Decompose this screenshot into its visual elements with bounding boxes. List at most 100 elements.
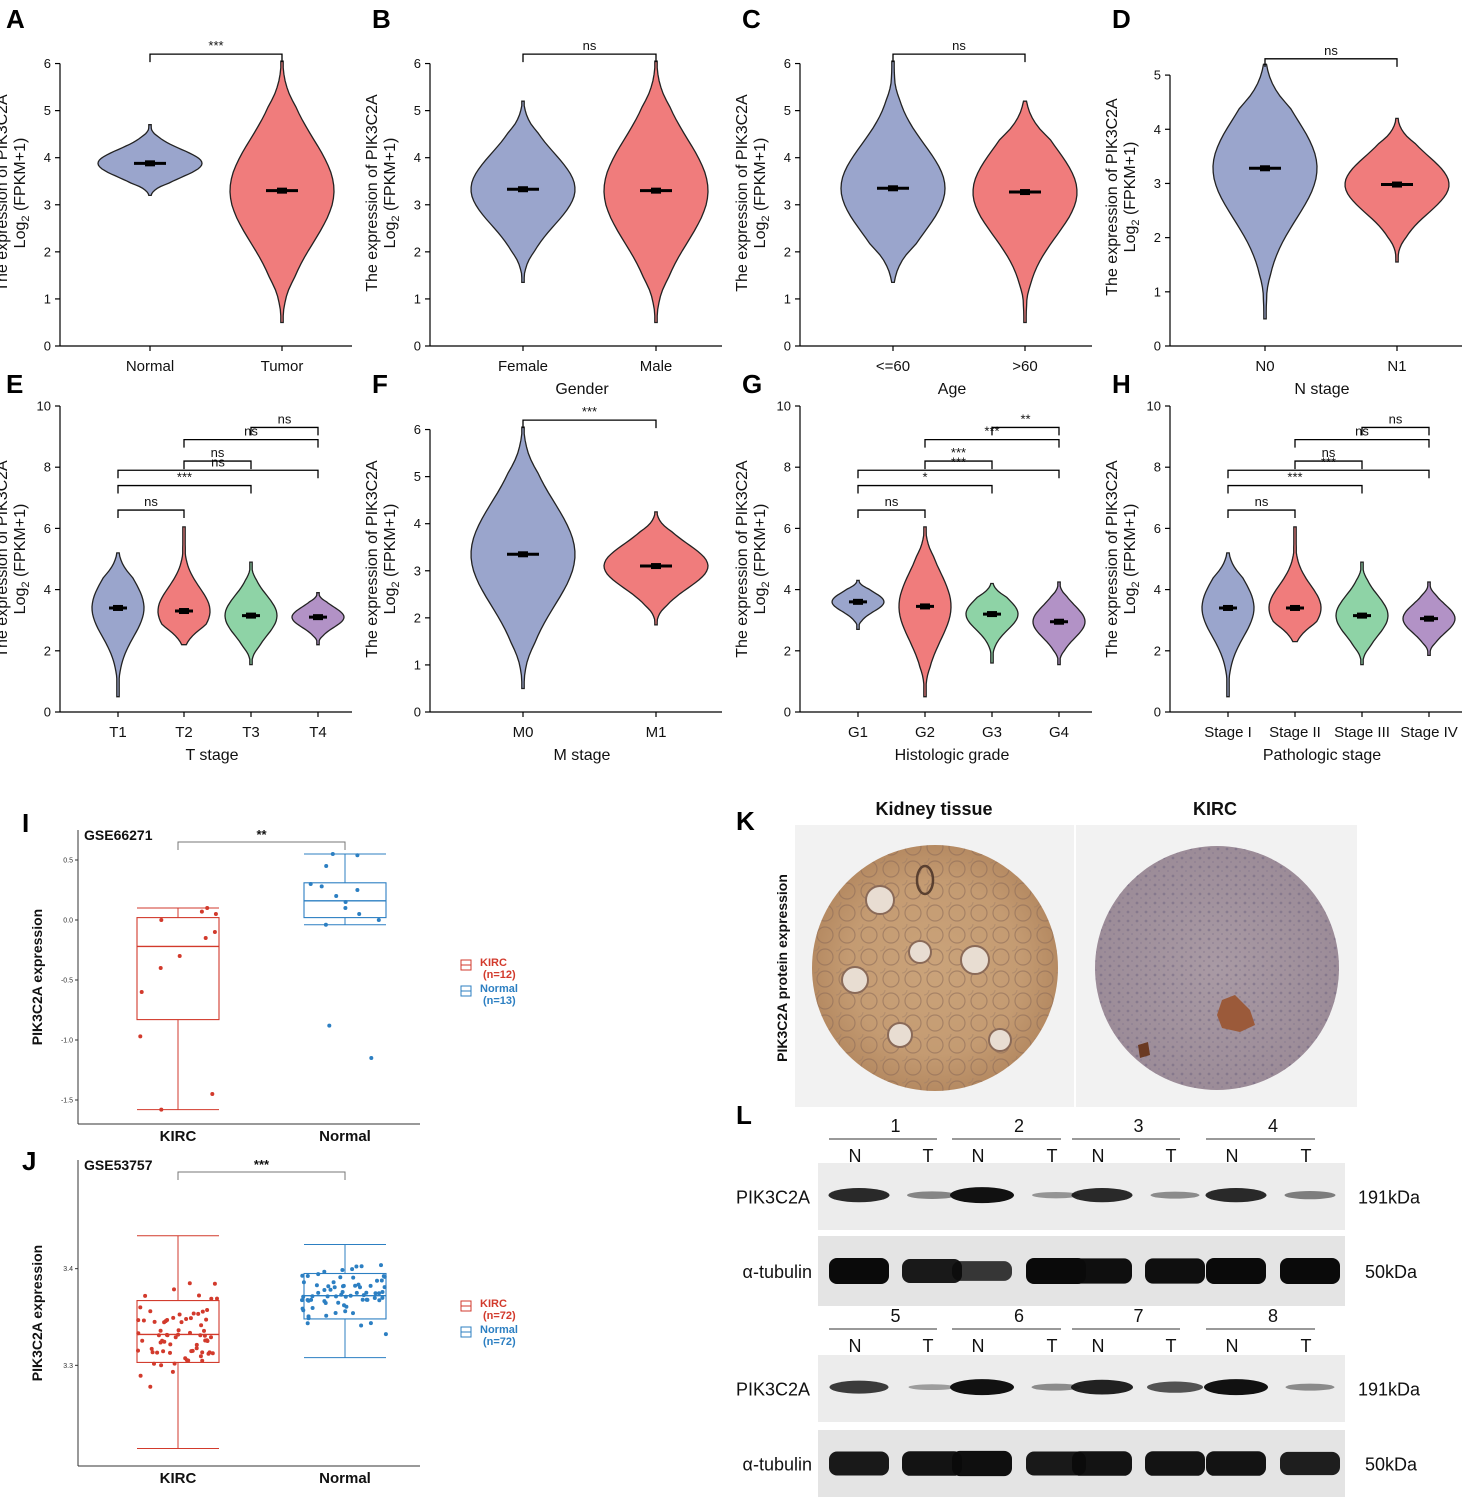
- data-point: [184, 1358, 189, 1363]
- x-tick-label: T1: [109, 724, 127, 741]
- legend-count: (n=12): [483, 969, 516, 981]
- x-tick-label: G1: [848, 724, 868, 741]
- lane-label-n: N: [972, 1336, 985, 1356]
- violin-g1: [831, 579, 885, 631]
- violin-t2: [157, 526, 211, 646]
- violin--60: [972, 100, 1078, 324]
- data-point: [323, 1301, 328, 1305]
- x-tick-label: T4: [309, 724, 327, 741]
- data-point: [368, 1283, 373, 1288]
- data-point: [340, 1268, 345, 1272]
- x-axis-label: N stage: [1294, 381, 1349, 398]
- data-point: [187, 1281, 192, 1286]
- x-tick-label: Male: [640, 358, 673, 375]
- data-point: [204, 1338, 209, 1343]
- data-point: [168, 1350, 172, 1355]
- x-tick-label: G4: [1049, 724, 1069, 741]
- row-label-pik3c2a: PIK3C2A: [736, 1380, 810, 1400]
- median-marker: [1054, 618, 1064, 625]
- data-point: [316, 1290, 321, 1295]
- panel-h: H 0 2 4 6 8 10 The expression of PIK3C2A Log2 (F…: [1104, 369, 1462, 764]
- lane-label-n: N: [972, 1146, 985, 1166]
- data-point: [308, 882, 313, 886]
- sample-number: 7: [1133, 1306, 1143, 1326]
- data-point: [136, 1331, 141, 1336]
- y-tick-label: 5: [414, 469, 421, 484]
- data-point: [140, 1338, 145, 1343]
- significance-bracket: [117, 484, 252, 494]
- data-point: [176, 1328, 181, 1333]
- data-point: [138, 1305, 143, 1310]
- data-point: [200, 1358, 205, 1363]
- data-point: [338, 1275, 343, 1280]
- panel-b: B 0 1 2 3 4 5 6 The expression of PIK3C2A Log2 (F…: [364, 4, 722, 398]
- legend-label: Normal: [480, 1324, 518, 1336]
- median-marker: [651, 563, 661, 570]
- y-tick-label: 3: [414, 197, 421, 212]
- significance-bracket: [177, 1171, 346, 1180]
- lane-label-t: T: [1301, 1146, 1312, 1166]
- median-marker: [1357, 612, 1367, 619]
- data-point: [351, 1311, 355, 1316]
- data-point: [343, 906, 348, 910]
- data-point: [343, 1309, 348, 1314]
- significance-label: **: [256, 827, 267, 842]
- y-tick-label: -0.5: [61, 978, 73, 985]
- x-tick-label: N1: [1387, 358, 1406, 375]
- significance-label: ***: [582, 404, 597, 419]
- violin-m0: [470, 426, 576, 690]
- y-axis-label-log: Log2 (FPKM+1): [382, 138, 402, 249]
- data-point: [310, 1306, 315, 1310]
- data-point: [382, 1285, 387, 1290]
- violin-g2: [898, 526, 952, 698]
- x-tick-label: <=60: [876, 358, 910, 375]
- median-marker: [179, 608, 189, 615]
- y-tick-label: -1.5: [61, 1098, 73, 1105]
- panel-label-h: H: [1112, 369, 1131, 399]
- dataset-title: GSE66271: [84, 827, 153, 843]
- median-marker: [246, 612, 256, 619]
- data-point: [368, 1321, 373, 1326]
- significance-bracket: [1361, 426, 1430, 436]
- data-point: [359, 1323, 364, 1328]
- data-point: [215, 1296, 219, 1301]
- y-tick-label: 6: [784, 521, 791, 536]
- band-pik3c2a: [1032, 1191, 1080, 1199]
- panel-label-g: G: [742, 369, 762, 399]
- y-axis-label-log: Log2 (FPKM+1): [1122, 504, 1142, 615]
- x-tick-label: Stage II: [1269, 724, 1321, 741]
- significance-label: ns: [211, 445, 225, 460]
- band-tubulin: [1026, 1258, 1086, 1284]
- box-kirc: [136, 1300, 220, 1363]
- row-label-tubulin: α-tubulin: [743, 1262, 812, 1282]
- data-point: [328, 1287, 333, 1292]
- data-point: [324, 864, 329, 868]
- band-tubulin: [1280, 1451, 1340, 1476]
- x-tick-label: M0: [513, 724, 534, 741]
- data-point: [344, 1304, 349, 1309]
- significance-bracket: [1227, 484, 1363, 494]
- y-axis-label-log: Log2 (FPKM+1): [1122, 142, 1142, 253]
- significance-bracket: [1227, 469, 1430, 479]
- data-point: [316, 1272, 321, 1277]
- y-tick-label: 4: [414, 516, 421, 531]
- y-tick-label: 0: [784, 705, 791, 720]
- data-point: [209, 1296, 214, 1301]
- size-label-pik3c2a: 191kDa: [1358, 1188, 1421, 1208]
- data-point: [353, 1283, 358, 1288]
- violin-stage-i: [1201, 552, 1255, 698]
- panel-label-f: F: [372, 369, 388, 399]
- data-point: [209, 1335, 213, 1340]
- x-axis-label: Histologic grade: [895, 747, 1010, 764]
- band-pik3c2a: [1031, 1383, 1081, 1391]
- x-axis-label: Age: [938, 381, 967, 398]
- significance-bracket: [117, 469, 319, 479]
- significance-label: ***: [177, 470, 192, 485]
- data-point: [155, 1350, 160, 1355]
- y-axis-label: The expression of PIK3C2A: [364, 460, 381, 658]
- dataset-title: GSE53757: [84, 1157, 153, 1173]
- violin-n0: [1212, 63, 1318, 320]
- band-tubulin: [952, 1261, 1012, 1281]
- data-point: [323, 922, 328, 927]
